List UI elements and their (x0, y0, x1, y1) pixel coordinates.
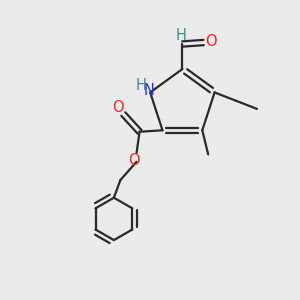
Text: N: N (143, 82, 154, 98)
Text: H: H (176, 28, 187, 43)
Text: O: O (112, 100, 124, 115)
Text: H: H (136, 78, 147, 93)
Text: O: O (128, 153, 140, 168)
Text: O: O (206, 34, 217, 49)
